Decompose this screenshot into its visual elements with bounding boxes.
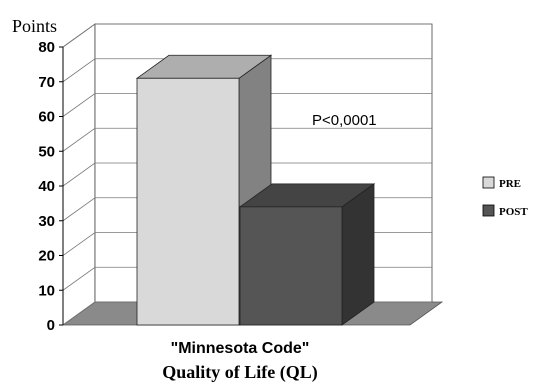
y-tick-label-40: 40 [38,178,55,195]
legend: PRE POST [482,176,528,218]
bars [135,54,376,326]
y-tick-label-10: 10 [38,282,55,299]
gridline-80 [62,23,432,48]
gridline-40 [62,162,432,187]
y-axis-label: Points [12,16,57,36]
y-tick-labels: 0 10 20 30 40 50 60 70 80 [38,39,64,334]
legend-label-post: POST [499,206,528,218]
y-tick-label-80: 80 [38,39,55,56]
legend-swatch-pre [482,176,495,189]
bar-pre-front [136,77,240,326]
legend-swatch-post [482,204,495,217]
x-axis-label: Quality of Life (QL) [162,362,318,383]
bar-post-front [239,206,343,326]
y-tick-label-30: 30 [38,213,55,230]
category-label: "Minnesota Code" [171,340,310,357]
y-tick-label-60: 60 [38,109,55,126]
gridline-60 [62,93,432,117]
annotation-pvalue: P<0,0001 [312,112,377,129]
gridline-50 [62,127,432,152]
gridline-70 [62,58,432,83]
y-tick-label-70: 70 [38,74,55,91]
y-tick-label-0: 0 [47,317,55,334]
legend-label-pre: PRE [499,178,521,190]
bar-post-side [341,183,375,326]
y-tick-label-20: 20 [38,248,55,265]
y-tick-label-50: 50 [38,143,55,160]
bar-post [238,183,376,326]
